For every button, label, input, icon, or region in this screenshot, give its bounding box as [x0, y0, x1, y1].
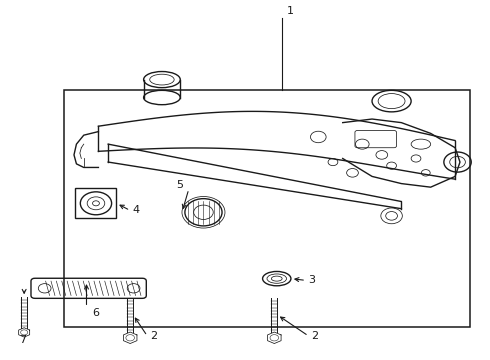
Text: 5: 5: [176, 180, 184, 190]
Text: 2: 2: [311, 331, 318, 341]
Text: 1: 1: [287, 6, 294, 17]
Text: 2: 2: [150, 331, 157, 341]
Bar: [75, 188, 117, 219]
Text: 6: 6: [92, 308, 99, 318]
Text: 3: 3: [309, 275, 316, 285]
Text: 4: 4: [133, 206, 140, 216]
Text: 7: 7: [19, 334, 26, 345]
Bar: [64, 90, 470, 327]
